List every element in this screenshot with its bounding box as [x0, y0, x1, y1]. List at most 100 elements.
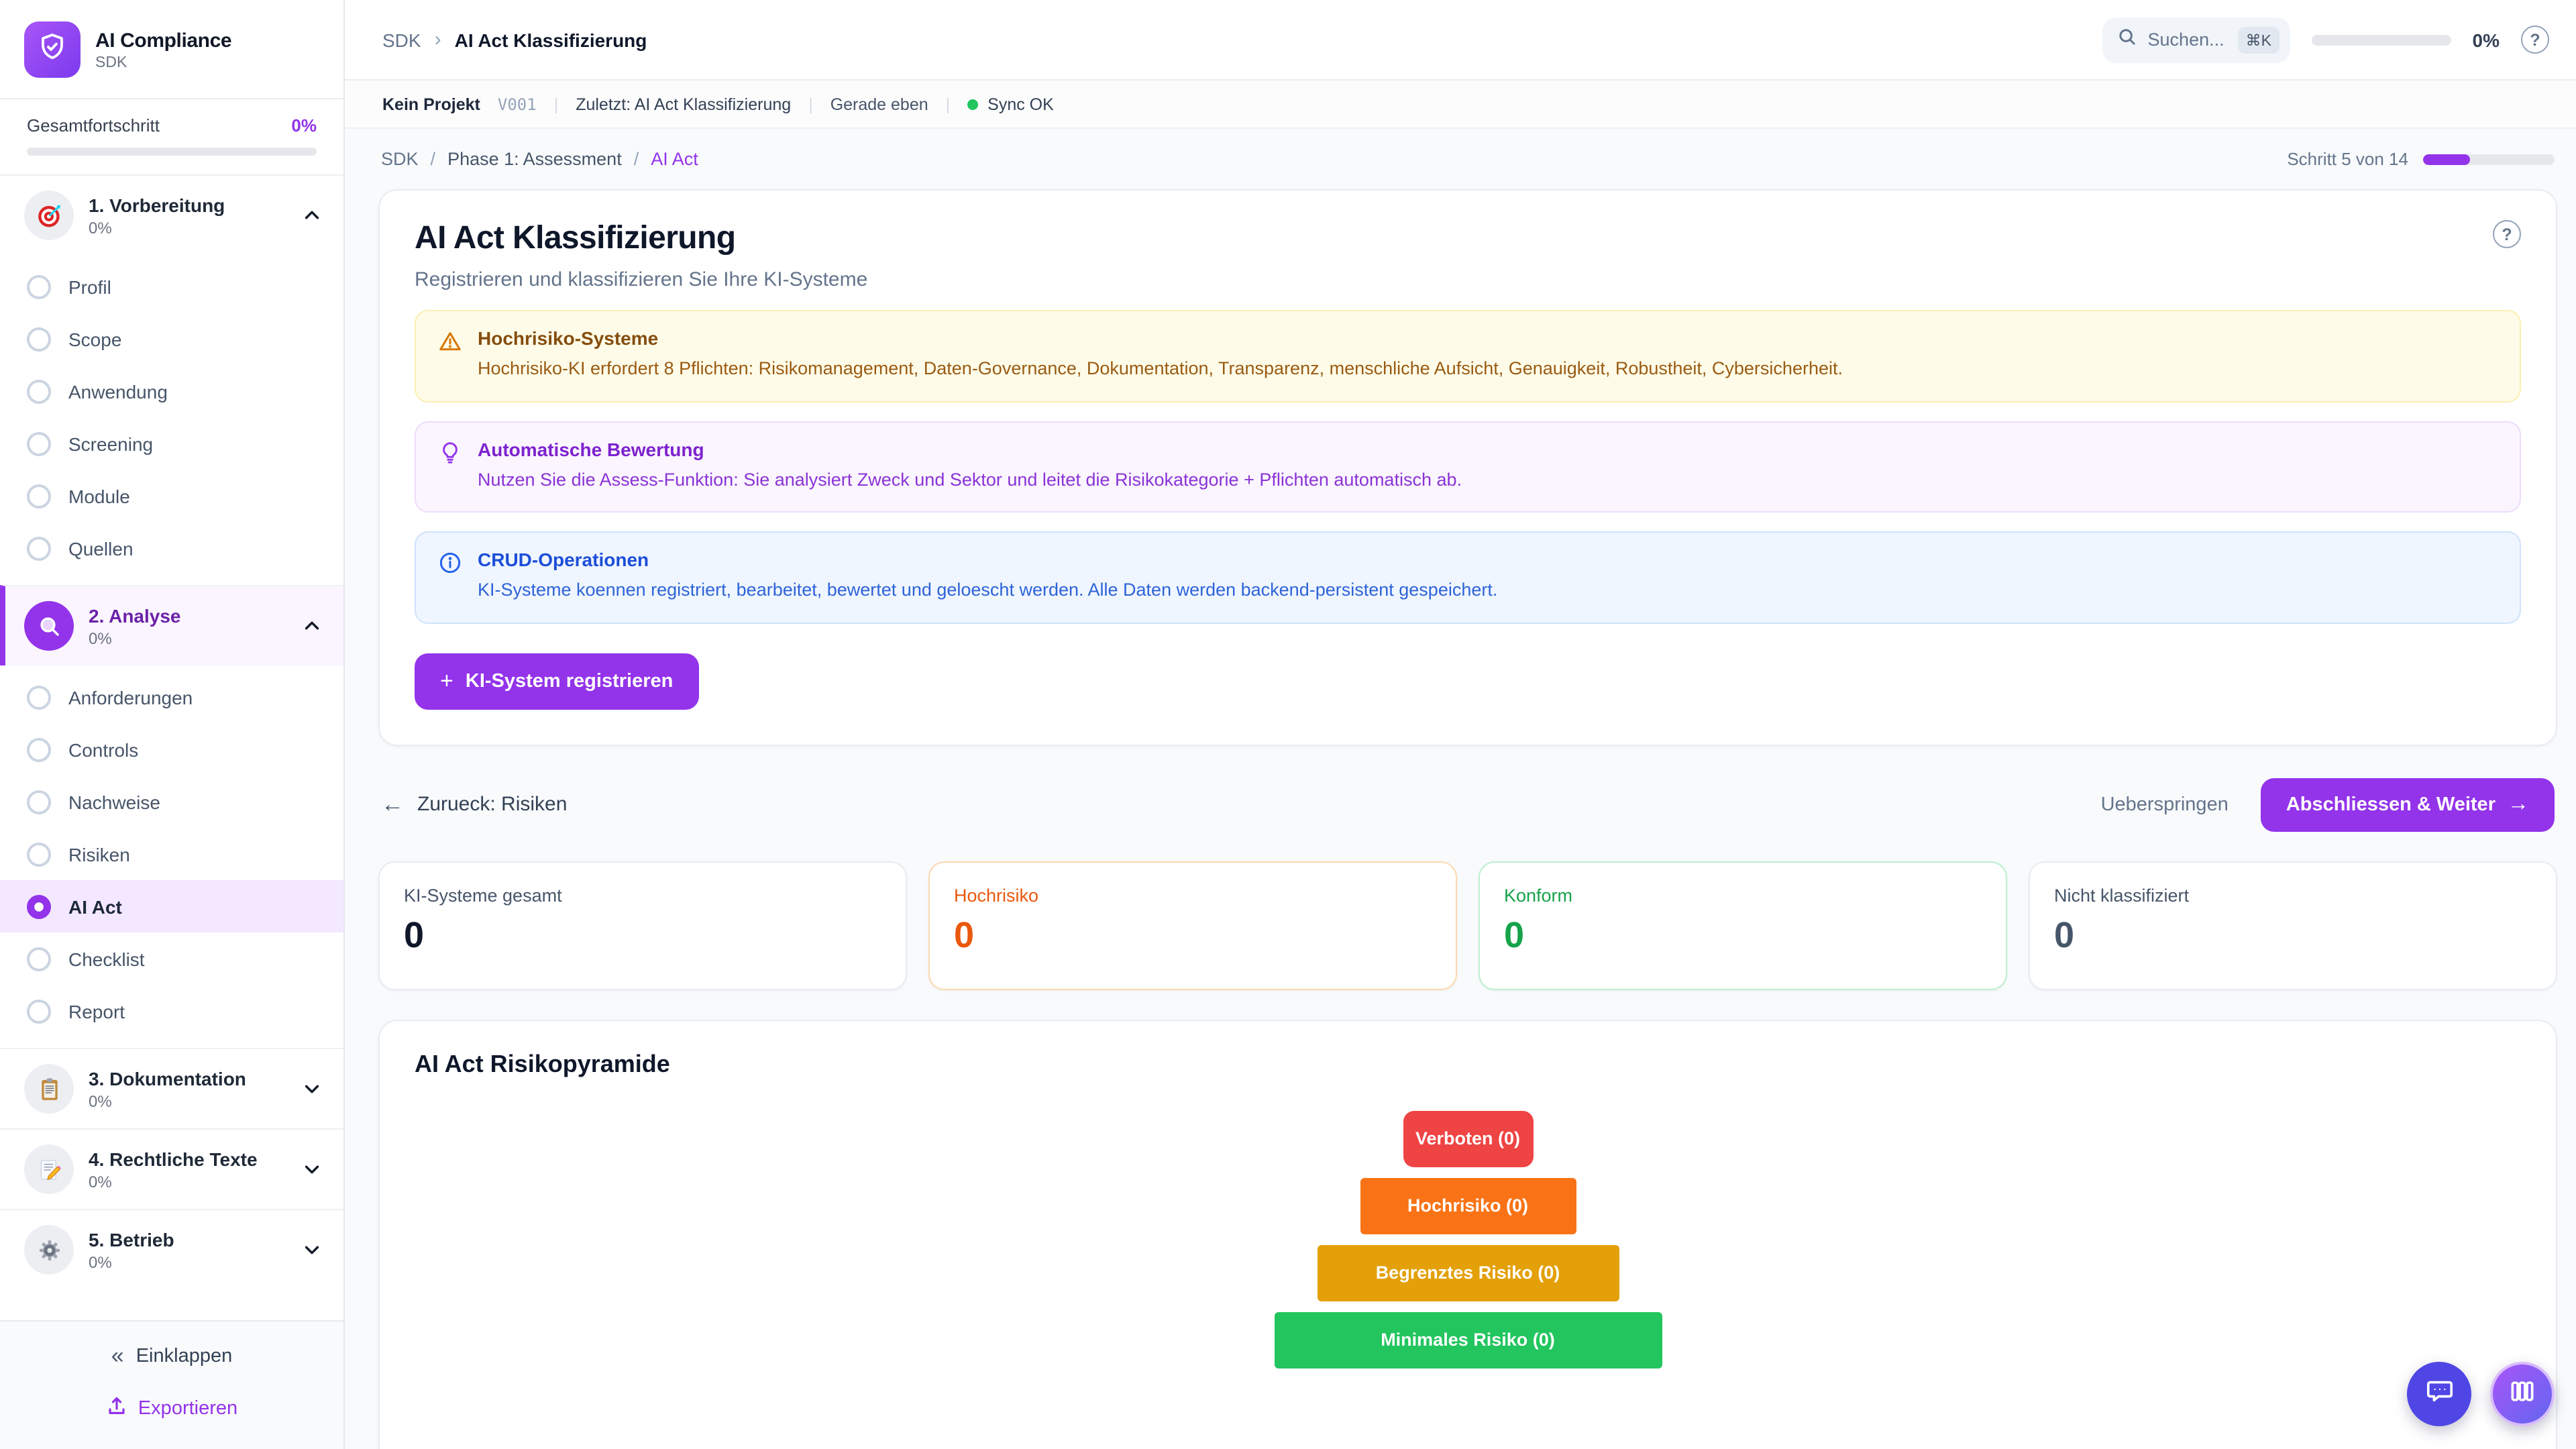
- skip-button[interactable]: Ueberspringen: [2100, 794, 2229, 816]
- lightbulb-icon: [437, 439, 463, 492]
- sidebar-item-quellen[interactable]: Quellen: [0, 522, 343, 574]
- radio-icon: [27, 999, 51, 1023]
- chevron-right-icon: ›: [434, 28, 441, 51]
- alert-high-risk: Hochrisiko-Systeme Hochrisiko-KI erforde…: [415, 310, 2521, 402]
- radio-selected-icon: [27, 894, 51, 918]
- section-percent: 0%: [89, 218, 112, 237]
- pyramid-title: AI Act Risikopyramide: [415, 1050, 670, 1077]
- sidebar-item-nachweise[interactable]: Nachweise: [0, 775, 343, 828]
- export-button[interactable]: Exportieren: [0, 1395, 343, 1422]
- app-title: AI Compliance: [95, 29, 232, 52]
- alert-auto-assess: Automatische Bewertung Nutzen Sie die As…: [415, 421, 2521, 513]
- sidebar-section-analyse[interactable]: 2. Analyse 0%: [0, 585, 343, 665]
- panel-toggle-button[interactable]: [2490, 1362, 2555, 1426]
- sidebar-footer: « Einklappen Exportieren: [0, 1320, 343, 1449]
- keyboard-shortcut-badge: ⌘K: [2237, 26, 2279, 53]
- sidebar-item-screening[interactable]: Screening: [0, 417, 343, 470]
- radio-icon: [27, 536, 51, 560]
- sidebar-item-scope[interactable]: Scope: [0, 313, 343, 365]
- sidebar-section-vorbereitung[interactable]: 1. Vorbereitung 0%: [0, 176, 343, 255]
- chat-bubble-icon: [2424, 1375, 2455, 1413]
- sidebar-item-anwendung[interactable]: Anwendung: [0, 365, 343, 417]
- alert-title: Automatische Bewertung: [478, 438, 704, 460]
- alert-title: Hochrisiko-Systeme: [478, 327, 659, 349]
- memo-pencil-icon: [24, 1144, 74, 1194]
- sidebar-header: AI Compliance SDK: [0, 0, 343, 99]
- page-title: AI Act Klassifizierung: [415, 220, 736, 256]
- sidebar-item-label: Screening: [68, 433, 154, 454]
- stat-value: 0: [404, 914, 425, 955]
- collapse-icon: «: [111, 1343, 124, 1368]
- breadcrumb-ai-act: AI Act: [651, 149, 698, 169]
- pyramid-level-minimales-risiko: Minimales Risiko (0): [1274, 1311, 1662, 1368]
- alert-text: KI-Systeme koennen registriert, bearbeit…: [478, 580, 1498, 600]
- stat-label: KI-Systeme gesamt: [404, 885, 562, 906]
- columns-icon: [2508, 1376, 2537, 1412]
- finish-next-button[interactable]: Abschliessen & Weiter →: [2260, 777, 2555, 832]
- sidebar-item-anforderungen[interactable]: Anforderungen: [0, 671, 343, 723]
- sidebar-item-report[interactable]: Report: [0, 985, 343, 1037]
- step-progress-bar: [2423, 154, 2471, 164]
- page-subtitle: Registrieren und klassifizieren Sie Ihre…: [415, 268, 868, 291]
- sidebar-item-label: Risiken: [68, 843, 130, 865]
- section-title: 3. Dokumentation: [89, 1067, 246, 1089]
- breadcrumb-root[interactable]: SDK: [382, 29, 421, 50]
- chat-button[interactable]: [2407, 1362, 2471, 1426]
- sidebar-item-risiken[interactable]: Risiken: [0, 828, 343, 880]
- back-link[interactable]: ← Zurueck: Risiken: [381, 791, 567, 818]
- stat-label: Hochrisiko: [954, 885, 1039, 906]
- sidebar-item-profil[interactable]: Profil: [0, 260, 343, 313]
- sidebar-item-module[interactable]: Module: [0, 470, 343, 522]
- search-icon: [2117, 26, 2137, 53]
- section-title: 5. Betrieb: [89, 1228, 174, 1250]
- chevron-down-icon: [302, 1079, 322, 1099]
- sidebar-item-controls[interactable]: Controls: [0, 723, 343, 775]
- main-area: SDK › AI Act Klassifizierung Suchen... ⌘…: [345, 0, 2576, 1449]
- radio-icon: [27, 484, 51, 508]
- breadcrumb-phase[interactable]: Phase 1: Assessment: [447, 149, 622, 169]
- page-breadcrumb: SDK / Phase 1: Assessment / AI Act: [381, 149, 698, 169]
- help-icon[interactable]: ?: [2521, 25, 2549, 54]
- radio-icon: [27, 790, 51, 814]
- overall-progress: Gesamtfortschritt 0%: [0, 99, 343, 176]
- alert-crud: CRUD-Operationen KI-Systeme koennen regi…: [415, 531, 2521, 624]
- risk-pyramid-card: AI Act Risikopyramide Verboten (0) Hochr…: [378, 1019, 2557, 1449]
- register-ki-system-button[interactable]: + KI-System registrieren: [415, 653, 699, 710]
- arrow-right-icon: →: [2508, 792, 2529, 816]
- topbar-progress-value: 0%: [2472, 29, 2500, 50]
- pyramid-level-verboten: Verboten (0): [1403, 1110, 1533, 1167]
- radio-icon: [27, 842, 51, 866]
- app-logo: [24, 21, 80, 78]
- back-label: Zurueck: Risiken: [417, 793, 568, 816]
- sidebar-section-rechtliche-texte[interactable]: 4. Rechtliche Texte 0%: [0, 1128, 343, 1209]
- overall-progress-value: 0%: [291, 115, 317, 136]
- wizard-nav: ← Zurueck: Risiken Ueberspringen Abschli…: [378, 777, 2557, 832]
- version-badge: V001: [497, 95, 537, 113]
- radio-icon: [27, 431, 51, 455]
- section-title: 2. Analyse: [89, 604, 181, 626]
- sync-ok-dot-icon: [967, 99, 979, 109]
- pyramid-level-begrenztes-risiko: Begrenztes Risiko (0): [1317, 1244, 1619, 1301]
- collapse-sidebar-button[interactable]: « Einklappen: [111, 1343, 232, 1370]
- upload-icon: [106, 1395, 127, 1422]
- sidebar-item-label: Anwendung: [68, 380, 168, 402]
- search-input[interactable]: Suchen... ⌘K: [2102, 17, 2290, 62]
- stat-value: 0: [1504, 914, 1525, 955]
- content-area: SDK / Phase 1: Assessment / AI Act Schri…: [345, 129, 2576, 1449]
- card-help-icon[interactable]: ?: [2493, 220, 2521, 248]
- breadcrumb-sdk[interactable]: SDK: [381, 149, 419, 169]
- next-label: Abschliessen & Weiter: [2286, 794, 2496, 816]
- breadcrumb-separator: /: [430, 149, 436, 169]
- sidebar-item-ai-act[interactable]: AI Act: [0, 880, 343, 932]
- sidebar-section-betrieb[interactable]: 5. Betrieb 0%: [0, 1209, 343, 1289]
- alert-text: Nutzen Sie die Assess-Funktion: Sie anal…: [478, 469, 1462, 490]
- sidebar-section-dokumentation[interactable]: 3. Dokumentation 0%: [0, 1048, 343, 1128]
- target-icon: [24, 191, 74, 240]
- radio-icon: [27, 685, 51, 709]
- sidebar-item-label: Checklist: [68, 948, 145, 969]
- sidebar-item-label: AI Act: [68, 896, 122, 917]
- radio-icon: [27, 379, 51, 403]
- sidebar-item-checklist[interactable]: Checklist: [0, 932, 343, 985]
- sidebar: AI Compliance SDK Gesamtfortschritt 0%: [0, 0, 345, 1449]
- register-button-label: KI-System registrieren: [465, 670, 674, 692]
